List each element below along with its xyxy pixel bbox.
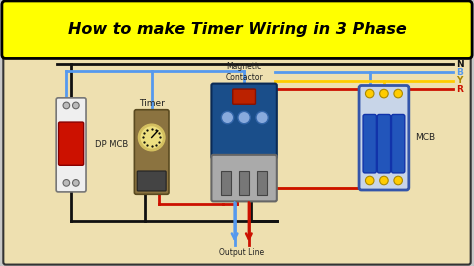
FancyBboxPatch shape: [363, 114, 376, 173]
Bar: [257, 171, 267, 195]
Circle shape: [63, 180, 70, 186]
Text: N: N: [456, 60, 464, 69]
Circle shape: [365, 89, 374, 98]
FancyBboxPatch shape: [233, 89, 255, 104]
Circle shape: [63, 102, 70, 109]
Circle shape: [394, 89, 402, 98]
Bar: [239, 171, 249, 195]
Circle shape: [365, 176, 374, 185]
Circle shape: [141, 127, 162, 148]
Circle shape: [256, 111, 268, 124]
Circle shape: [73, 102, 79, 109]
Circle shape: [221, 111, 234, 124]
Bar: [221, 171, 231, 195]
FancyBboxPatch shape: [135, 110, 169, 194]
Circle shape: [380, 89, 388, 98]
FancyBboxPatch shape: [211, 84, 277, 159]
FancyBboxPatch shape: [392, 114, 405, 173]
FancyBboxPatch shape: [137, 171, 166, 191]
Circle shape: [138, 124, 165, 151]
Text: How to make Timer Wiring in 3 Phase: How to make Timer Wiring in 3 Phase: [68, 22, 406, 37]
Circle shape: [380, 176, 388, 185]
FancyBboxPatch shape: [56, 98, 86, 192]
FancyBboxPatch shape: [3, 56, 471, 265]
FancyBboxPatch shape: [59, 122, 84, 165]
FancyBboxPatch shape: [2, 1, 472, 59]
Text: B: B: [456, 68, 463, 77]
Text: MCB: MCB: [415, 133, 435, 142]
FancyBboxPatch shape: [359, 85, 409, 190]
Text: Output Line: Output Line: [219, 248, 264, 257]
Text: R: R: [456, 85, 463, 94]
Text: Magnetic
Contactor: Magnetic Contactor: [225, 62, 263, 82]
Circle shape: [73, 180, 79, 186]
FancyBboxPatch shape: [211, 155, 277, 201]
Text: DP MCB: DP MCB: [95, 140, 128, 149]
Circle shape: [238, 111, 250, 124]
FancyBboxPatch shape: [377, 114, 391, 173]
Text: Timer: Timer: [139, 99, 164, 108]
Circle shape: [394, 176, 402, 185]
Text: Y: Y: [456, 76, 462, 85]
